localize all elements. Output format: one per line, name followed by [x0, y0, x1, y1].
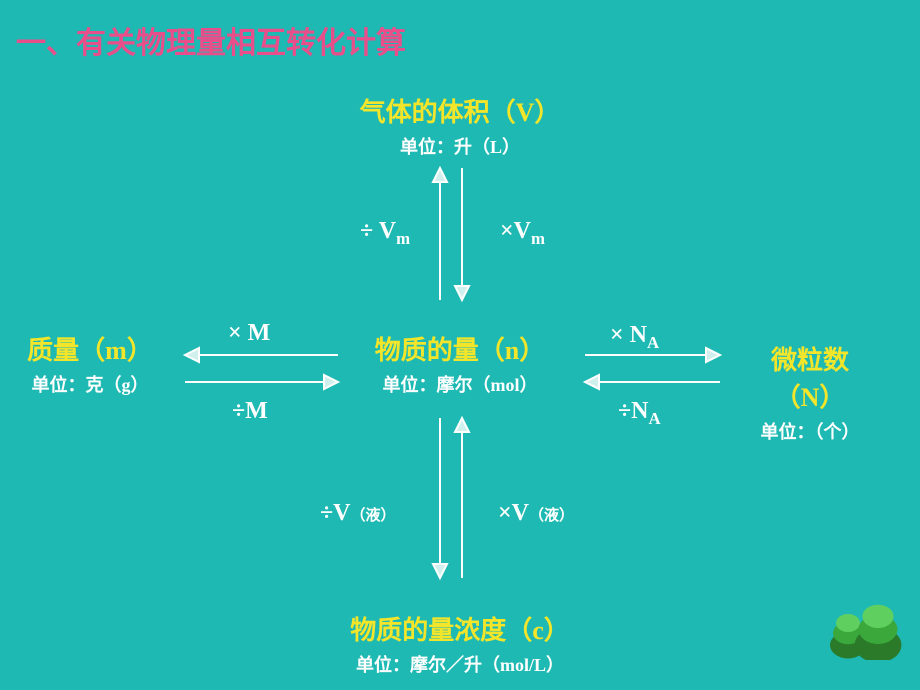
arrows-layer	[0, 0, 920, 690]
tree-decoration	[820, 570, 910, 660]
